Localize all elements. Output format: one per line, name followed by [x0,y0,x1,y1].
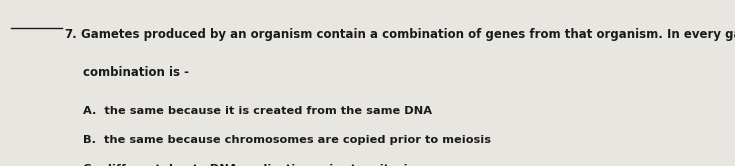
Text: Gametes produced by an organism contain a combination of genes from that organis: Gametes produced by an organism contain … [81,28,735,41]
Text: B.  the same because chromosomes are copied prior to meiosis: B. the same because chromosomes are copi… [83,135,491,145]
Text: A.  the same because it is created from the same DNA: A. the same because it is created from t… [83,106,432,116]
Text: combination is -: combination is - [83,66,189,79]
Text: C.  different due to DNA replication prior to mitosis: C. different due to DNA replication prio… [83,164,415,166]
Text: 7.: 7. [65,28,77,41]
